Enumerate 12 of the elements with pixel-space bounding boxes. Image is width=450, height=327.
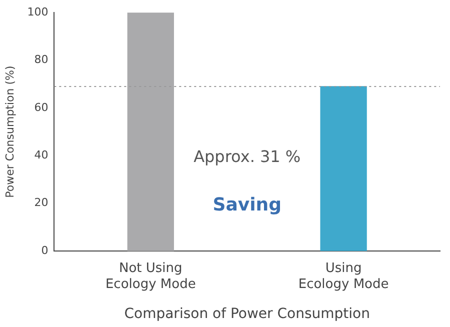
y-tick-label: 0 [41, 244, 48, 257]
y-tick-label: 60 [34, 100, 48, 114]
annotation: Approx. 31 % [194, 147, 301, 166]
y-tick-label: 40 [34, 148, 48, 162]
x-axis-title: Comparison of Power Consumption [124, 306, 370, 322]
x-tick-label: Using Ecology Mode [298, 261, 389, 292]
y-tick-label: 20 [34, 196, 48, 210]
x-tick-label: Not Using Ecology Mode [105, 261, 196, 292]
y-tick-label: 100 [27, 5, 48, 18]
y-tick-label: 80 [34, 53, 48, 66]
y-axis-title: Power Consumption (%) [3, 66, 16, 198]
annotation: Saving [212, 194, 282, 216]
